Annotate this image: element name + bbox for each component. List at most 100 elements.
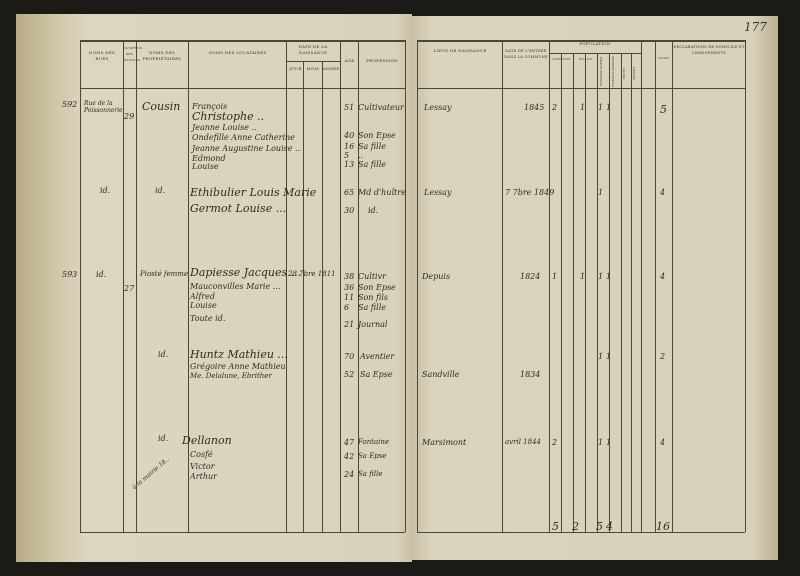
profession: Sa Epse (360, 370, 393, 379)
profession: Sa fille (358, 142, 386, 151)
street-name: id. (158, 350, 169, 359)
age: 51 (344, 103, 355, 112)
profession: Aventier (360, 352, 395, 361)
ruled-line (561, 54, 562, 532)
age: 47 (344, 438, 355, 447)
ruled-line (340, 40, 341, 532)
header-date-naissance: Date de la naissance (298, 44, 328, 55)
header-veufs: Veufs (622, 67, 626, 80)
total: 2 (660, 352, 666, 361)
street-name: id. (96, 270, 107, 279)
tenant-name: François (192, 102, 228, 111)
entry-date: 1824 (520, 272, 541, 281)
population-count: 1 (606, 103, 612, 112)
birthplace: Marsimont (422, 438, 467, 447)
population-count: 1 (598, 438, 604, 447)
entry-date: 1845 (524, 103, 545, 112)
ruled-line (609, 54, 610, 532)
ruled-line (631, 54, 632, 532)
population-count: 2 (552, 103, 558, 112)
ruled-line (322, 62, 323, 532)
ruled-line (286, 61, 340, 62)
ruled-line (286, 40, 287, 532)
ruled-line (585, 54, 586, 532)
population-count: 1 (580, 103, 586, 112)
header-total: Total (658, 56, 670, 60)
tenant-name: Louise (190, 301, 217, 310)
tenant-name: Me. Delalune, Ebrither (190, 372, 272, 380)
profession: Sa fille (358, 470, 383, 478)
ruled-line (80, 88, 405, 89)
ruled-line (123, 40, 124, 532)
owner-name: Piosté femme (140, 270, 189, 278)
street-name: id. (100, 186, 111, 195)
birth-date: 28 7bre 1811 (288, 270, 336, 278)
population-count: 1 (598, 352, 604, 361)
age: 40 (344, 131, 355, 140)
ruled-line (417, 40, 745, 42)
header-filles: Filles (578, 57, 593, 61)
ruled-line (80, 40, 405, 42)
population-count: 1 (552, 272, 558, 281)
column-total: 2 (572, 520, 579, 533)
page-number: 177 (744, 20, 767, 34)
house-number: 29 (124, 112, 135, 121)
tenant-name: Arthur (190, 472, 217, 481)
column-total: 5 (596, 520, 603, 533)
tenant-name: Ondefille Anne Catherine (192, 133, 295, 142)
profession: Journal (358, 320, 388, 329)
age: 13 (344, 160, 355, 169)
birthplace: Lessay (424, 188, 452, 197)
birthplace: Depuis (422, 272, 451, 281)
entry-date: 7 7bre 1849 (505, 188, 555, 197)
street-name: Rue de la Poissonnerie (84, 100, 123, 114)
entry-date: avril 1844 (505, 438, 541, 446)
birthplace: Lessay (424, 103, 452, 112)
ruled-line (80, 40, 81, 532)
header-rues: Noms des rues (88, 50, 116, 61)
tenant-name: Alfred (190, 292, 215, 301)
population-count: 1 (598, 103, 604, 112)
tenant-name: Germot Louise ... (190, 202, 287, 215)
ruled-line (549, 53, 641, 54)
ruled-line (417, 88, 745, 89)
owner-name: id. (155, 186, 166, 195)
age: 24 (344, 470, 355, 479)
header-declarations: Déclarations de domicile et changements (673, 45, 745, 55)
profession: Sa fille (358, 303, 386, 312)
tenant-name: Grégoire Anne Mathieu (190, 362, 286, 371)
population-count: 1 (606, 438, 612, 447)
profession: Son Epse (358, 283, 396, 292)
population-count: 1 (598, 188, 604, 197)
ruled-line (641, 40, 642, 532)
ruled-line (573, 54, 574, 532)
ruled-line (80, 532, 405, 533)
population-count: 1 (580, 272, 586, 281)
total: 4 (660, 188, 666, 197)
age: 36 (344, 283, 355, 292)
ruled-line (303, 62, 304, 532)
column-total: 4 (606, 520, 613, 533)
ruled-line (358, 40, 359, 532)
ruled-line (136, 40, 137, 532)
header-numeros: Numéros des maisons (123, 46, 143, 62)
header-locataires: Noms des locataires (208, 50, 267, 55)
profession: Sa Epse (358, 452, 387, 460)
age: 21 (344, 320, 355, 329)
ruled-line (655, 40, 656, 532)
profession: Sa fille (358, 160, 386, 169)
owner-name: Cousin (142, 100, 181, 113)
tenant-name: Huntz Mathieu ... (190, 348, 288, 361)
ruled-line (417, 532, 745, 533)
street-name: id. (158, 434, 169, 443)
entry-number: 593 (62, 270, 78, 279)
age: 6 (344, 303, 350, 312)
entry-date: 1834 (520, 370, 541, 379)
ruled-line (621, 54, 622, 532)
profession: Md d'huître (358, 188, 406, 197)
tenant-name: Ethibulier Louis Marie (190, 186, 317, 199)
birthplace: Sandville (422, 370, 460, 379)
age: 70 (344, 352, 355, 361)
header-femmes-mariees: Femmes mariées (611, 56, 615, 87)
profession: Fontaine (358, 438, 390, 446)
